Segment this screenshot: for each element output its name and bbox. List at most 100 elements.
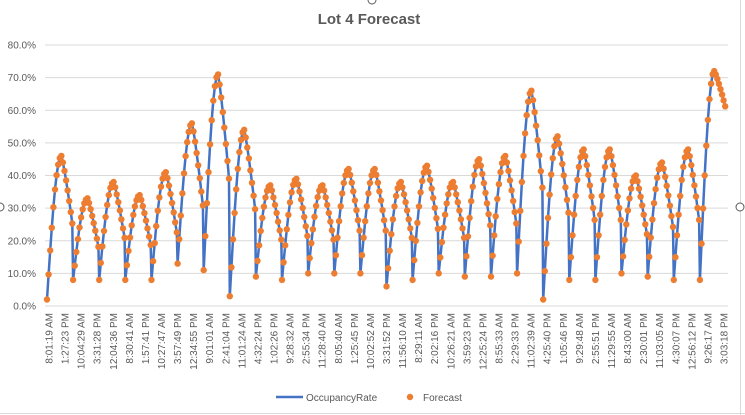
x-tick-label: 9:26:17 AM	[703, 313, 714, 364]
resize-handle-right[interactable]	[735, 202, 745, 212]
forecast-point	[518, 178, 526, 186]
forecast-point	[328, 227, 336, 234]
forecast-point	[233, 186, 240, 193]
forecast-point	[226, 293, 233, 300]
forecast-point	[121, 234, 128, 241]
forecast-point	[51, 186, 59, 193]
forecast-point	[348, 179, 355, 186]
forecast-point	[305, 270, 312, 277]
forecast-point	[185, 128, 192, 135]
forecast-point	[658, 159, 666, 166]
forecast-point	[176, 236, 183, 243]
forecast-point	[79, 206, 86, 213]
forecast-point	[294, 181, 302, 188]
forecast-point	[216, 81, 223, 88]
forecast-point	[356, 227, 363, 234]
forecast-point	[612, 182, 620, 189]
forecast-point	[403, 207, 411, 214]
forecast-point	[477, 162, 484, 169]
forecast-point	[543, 240, 550, 247]
forecast-point	[128, 222, 135, 229]
forecast-point	[433, 215, 440, 222]
forecast-point	[425, 168, 432, 175]
forecast-point	[618, 270, 625, 277]
resize-handle-top[interactable]	[367, 0, 377, 5]
forecast-point	[173, 229, 180, 236]
forecast-point	[635, 185, 643, 192]
forecast-point	[694, 204, 701, 212]
forecast-point	[154, 207, 161, 214]
forecast-point	[663, 182, 670, 189]
forecast-point	[722, 103, 729, 110]
forecast-point	[350, 188, 357, 195]
forecast-point	[153, 222, 160, 230]
x-tick-label: 1:02:26 PM	[270, 313, 281, 364]
forecast-point	[66, 197, 73, 205]
forecast-point	[529, 96, 537, 104]
forecast-point	[412, 237, 419, 244]
forecast-point	[165, 182, 173, 189]
forecast-point	[48, 224, 55, 231]
forecast-point	[660, 165, 667, 172]
forecast-point	[354, 217, 362, 224]
forecast-point	[707, 80, 715, 87]
forecast-point	[717, 85, 724, 93]
forecast-point	[483, 200, 491, 207]
forecast-point	[548, 171, 555, 178]
forecast-point	[77, 214, 85, 221]
forecast-point	[170, 209, 177, 216]
x-tick-label: 10:04:29 AM	[77, 313, 88, 369]
forecast-point	[252, 273, 260, 280]
forecast-point	[540, 296, 547, 303]
forecast-point	[391, 203, 398, 210]
legend-occupancy-label: OccupancyRate	[306, 393, 378, 404]
forecast-point	[715, 80, 723, 88]
y-tick-label: 30.0%	[8, 204, 36, 215]
forecast-point	[688, 161, 695, 169]
forecast-point	[617, 216, 624, 224]
forecast-point	[105, 191, 113, 199]
forecast-point	[400, 191, 408, 198]
forecast-point	[193, 149, 200, 157]
x-tick-label: 3:59:23 PM	[462, 313, 473, 364]
forecast-point	[198, 188, 205, 195]
forecast-point	[309, 226, 317, 233]
y-tick-label: 10.0%	[8, 269, 36, 280]
forecast-point	[200, 266, 207, 274]
forecast-point	[611, 171, 618, 179]
forecast-point	[164, 174, 171, 182]
x-tick-label: 1:27:23 PM	[61, 313, 72, 364]
x-tick-label: 12:25:24 PM	[478, 313, 489, 370]
forecast-point	[334, 234, 341, 241]
forecast-point	[255, 242, 263, 249]
forecast-point	[297, 196, 305, 203]
forecast-point	[244, 144, 251, 151]
forecast-point	[479, 170, 486, 178]
forecast-point	[487, 222, 494, 229]
forecast-point	[720, 97, 727, 104]
x-tick-label: 3:03:18 PM	[720, 313, 731, 364]
x-tick-label: 1:25:45 PM	[350, 313, 361, 364]
forecast-point	[582, 153, 589, 160]
forecast-point	[555, 140, 563, 147]
resize-handle-left[interactable]	[0, 202, 5, 212]
forecast-point	[87, 205, 94, 213]
forecast-point	[285, 211, 292, 219]
forecast-point	[157, 183, 165, 190]
forecast-point	[366, 179, 374, 187]
forecast-point	[692, 193, 700, 200]
forecast-point	[386, 247, 393, 254]
forecast-point	[626, 195, 633, 202]
forecast-point	[177, 212, 184, 219]
x-tick-label: 11:29:55 AM	[607, 313, 618, 368]
forecast-point	[112, 184, 119, 191]
forecast-point	[142, 217, 150, 224]
x-tick-label: 9:01:01 AM	[205, 313, 216, 364]
forecast-point	[649, 216, 656, 223]
forecast-point	[130, 211, 137, 219]
forecast-point	[640, 211, 647, 218]
forecast-point	[399, 184, 406, 191]
forecast-point	[546, 191, 553, 198]
forecast-point	[45, 271, 52, 278]
